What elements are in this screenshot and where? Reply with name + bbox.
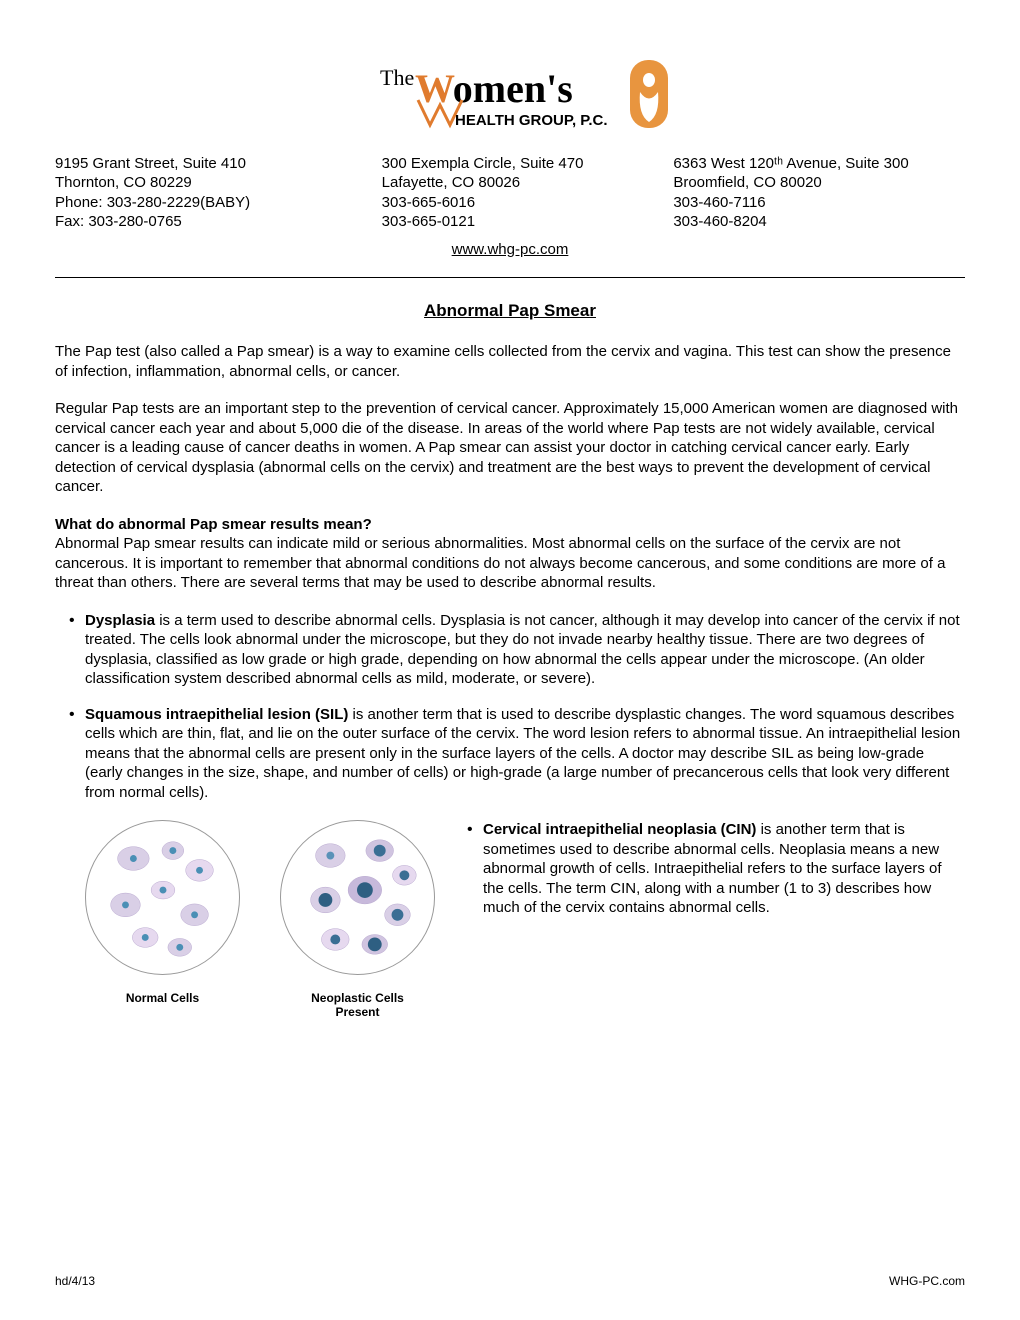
- second-paragraph: Regular Pap tests are an important step …: [55, 399, 965, 497]
- logo-sub: HEALTH GROUP, P.C.: [455, 112, 608, 129]
- addr-line: Broomfield, CO 80020: [673, 173, 965, 193]
- intro-paragraph: The Pap test (also called a Pap smear) i…: [55, 342, 965, 381]
- term-text: is a term used to describe abnormal cell…: [85, 612, 960, 688]
- figure-neoplastic: Neoplastic Cells Present: [280, 820, 435, 1019]
- term-label: Dysplasia: [85, 612, 155, 629]
- address-col-1: 9195 Grant Street, Suite 410 Thornton, C…: [55, 154, 347, 232]
- figure-caption: Normal Cells: [85, 991, 240, 1005]
- bullet-dysplasia: Dysplasia is a term used to describe abn…: [55, 611, 965, 689]
- caption-line: Neoplastic Cells: [311, 991, 404, 1005]
- addr-line: 303-665-0121: [382, 212, 674, 232]
- term-label: Squamous intraepithelial lesion (SIL): [85, 706, 348, 723]
- address-col-3: 6363 West 120ᵗʰ Avenue, Suite 300 Broomf…: [673, 154, 965, 232]
- figure-caption: Neoplastic Cells Present: [280, 991, 435, 1020]
- logo-the: The: [380, 65, 414, 90]
- addr-line: 6363 West 120ᵗʰ Avenue, Suite 300: [673, 154, 965, 174]
- subheading-paragraph: Abnormal Pap smear results can indicate …: [55, 535, 945, 591]
- website-link[interactable]: www.whg-pc.com: [452, 241, 569, 258]
- term-label: Cervical intraepithelial neoplasia (CIN): [483, 821, 756, 838]
- addr-line: 303-665-6016: [382, 193, 674, 213]
- terms-list: Dysplasia is a term used to describe abn…: [55, 611, 965, 803]
- caption-line: Present: [335, 1005, 379, 1019]
- figure-text-column: Cervical intraepithelial neoplasia (CIN)…: [455, 820, 965, 936]
- footer-left: hd/4/13: [55, 1274, 95, 1290]
- document-title: Abnormal Pap Smear: [55, 300, 965, 322]
- footer: hd/4/13 WHG-PC.com: [55, 1274, 965, 1290]
- addr-line: 300 Exempla Circle, Suite 470: [382, 154, 674, 174]
- website-row: www.whg-pc.com: [55, 240, 965, 260]
- divider: [55, 277, 965, 278]
- addr-line: Thornton, CO 80229: [55, 173, 347, 193]
- addr-line: 303-460-7116: [673, 193, 965, 213]
- bullet-sil: Squamous intraepithelial lesion (SIL) is…: [55, 705, 965, 803]
- neoplastic-cells-diagram: [280, 820, 435, 975]
- figure-normal: Normal Cells: [85, 820, 240, 1005]
- figure-row: Normal Cells Neoplastic Cells Present Ce…: [55, 820, 965, 1019]
- subheading: What do abnormal Pap smear results mean?: [55, 516, 372, 533]
- addr-line: Fax: 303-280-0765: [55, 212, 347, 232]
- normal-cells-diagram: [85, 820, 240, 975]
- logo-svg: The Women's HEALTH GROUP, P.C.: [340, 50, 680, 140]
- addr-line: 9195 Grant Street, Suite 410: [55, 154, 347, 174]
- footer-right: WHG-PC.com: [889, 1274, 965, 1290]
- addr-line: Lafayette, CO 80026: [382, 173, 674, 193]
- subheading-block: What do abnormal Pap smear results mean?…: [55, 515, 965, 593]
- cin-list: Cervical intraepithelial neoplasia (CIN)…: [461, 820, 965, 918]
- addr-line: 303-460-8204: [673, 212, 965, 232]
- logo-main: Women's: [415, 66, 573, 111]
- logo-icon-head: [643, 73, 655, 87]
- addr-line: Phone: 303-280-2229(BABY): [55, 193, 347, 213]
- bullet-cin: Cervical intraepithelial neoplasia (CIN)…: [461, 820, 965, 918]
- logo: The Women's HEALTH GROUP, P.C.: [55, 50, 965, 146]
- header-addresses: 9195 Grant Street, Suite 410 Thornton, C…: [55, 154, 965, 232]
- address-col-2: 300 Exempla Circle, Suite 470 Lafayette,…: [347, 154, 674, 232]
